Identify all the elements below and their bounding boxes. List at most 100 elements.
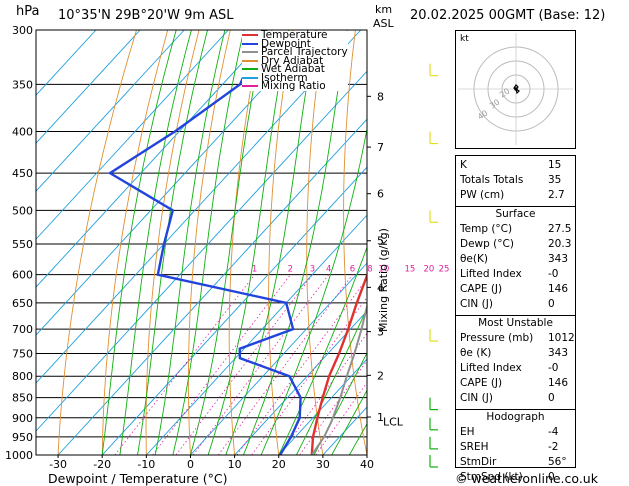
height-km-label: 3	[377, 326, 384, 339]
height-km-label: 1	[377, 411, 384, 424]
legend-swatch	[242, 76, 258, 79]
isotherm-line	[36, 30, 185, 192]
mixing-ratio-line	[299, 359, 367, 455]
x-tick-label: 20	[272, 458, 286, 471]
pressure-tick-label: 700	[12, 323, 33, 336]
pressure-tick-labels: 300 350 400 450 500 550 600 650 700 750 800 850 900 9…	[5, 24, 33, 462]
x-tick-label: -10	[137, 458, 155, 471]
x-tick-label: 30	[316, 458, 330, 471]
mixing-ratio-label: 6	[350, 265, 355, 275]
wet-adiabat-line	[207, 30, 290, 455]
hodograph-table-title: Hodograph	[456, 409, 575, 425]
dry-adiabat-grid	[57, 30, 367, 455]
surface-row-cin: CIN (J) 0	[460, 298, 555, 310]
wet-adiabat-line	[119, 30, 192, 455]
surface-row-thetae: θe(K) 343	[460, 253, 569, 265]
surface-row-temp: Temp (°C) 27.5	[460, 223, 572, 235]
height-km-label: 8	[377, 90, 384, 103]
wet-adiabat-line	[260, 126, 367, 455]
pressure-unit-label: hPa	[16, 4, 40, 19]
pressure-tick-label: 800	[12, 370, 33, 383]
legend-item: Dry Adiabat	[242, 55, 348, 66]
pressure-tick-label: 900	[12, 412, 33, 425]
isotherm-line	[36, 30, 141, 144]
dry-adiabat-line	[343, 30, 367, 455]
isotherm-line	[190, 262, 367, 455]
isotherm-line	[57, 118, 367, 455]
legend-swatch	[242, 59, 258, 62]
wet-adiabat-line	[331, 389, 367, 455]
mixing-ratio-labels: 1 2 3 4 6 8 10 15 20 25	[252, 265, 450, 275]
hodograph-trace	[513, 84, 520, 95]
mu-row-li: Lifted Index -0	[460, 362, 559, 374]
legend-swatch	[242, 68, 258, 70]
hodo-row-eh: EH -4	[460, 426, 559, 438]
x-tick-label: -20	[93, 458, 111, 471]
legend-label: Dewpoint	[261, 37, 311, 50]
temperature-line	[310, 271, 367, 455]
hodo-row-stmdir: StmDir 56°	[460, 456, 567, 468]
height-km-label: 4	[377, 281, 384, 294]
pressure-tick-label: 650	[12, 297, 33, 310]
profile-lines	[107, 30, 367, 455]
mu-row-thetae: θe (K) 343	[460, 347, 569, 359]
plot-frame	[35, 29, 368, 456]
wet-adiabat-line	[154, 30, 226, 455]
mixing-ratio-label: 15	[404, 265, 415, 275]
index-row-totals: Totals Totals 35	[460, 174, 562, 186]
mixing-ratio-label: 3	[310, 265, 315, 275]
dry-adiabat-line	[187, 30, 231, 455]
pressure-tick-label: 600	[12, 269, 33, 282]
legend-item: Mixing Ratio	[242, 80, 348, 92]
index-row-pw: PW (cm) 2.7	[460, 189, 565, 201]
isotherm-line	[36, 30, 229, 240]
mixing-ratio-label: 2	[288, 265, 293, 275]
x-tick-label: 0	[187, 458, 194, 471]
legend-item: Isotherm	[242, 71, 348, 84]
credit-label: © weatheronline.co.uk	[455, 471, 598, 486]
wet-adiabat-line	[225, 30, 317, 455]
dry-adiabat-line	[268, 30, 294, 455]
dry-adiabat-line	[145, 30, 200, 455]
x-tick-label: 10	[228, 458, 242, 471]
wet-adiabat-line	[190, 30, 266, 455]
datetime-label: 20.02.2025 00GMT (Base: 12)	[410, 8, 606, 23]
location-label: 10°35'N 29B°20'W 9m ASL	[58, 8, 234, 23]
stats-panel: K 15 Totals Totals 35 PW (cm) 2.7 Surface T…	[455, 155, 576, 483]
isotherm-line	[146, 214, 367, 455]
isotherm-line	[36, 30, 273, 288]
hodograph-panel: kt 20 30 40	[455, 30, 576, 149]
x-tick-label: 40	[360, 458, 374, 471]
mu-row-cin: CIN (J) 0	[460, 392, 555, 404]
surface-row-cape: CAPE (J) 146	[460, 283, 569, 295]
pressure-tick-label: 300	[12, 24, 33, 37]
wet-adiabat-line	[278, 245, 367, 455]
dry-adiabat-line	[306, 30, 325, 455]
wind-barbs	[429, 63, 438, 468]
x-axis-label: Dewpoint / Temperature (°C)	[48, 471, 228, 486]
pressure-tick-label: 750	[12, 347, 33, 360]
most-unstable-title: Most Unstable	[456, 315, 575, 331]
height-km-label: 5	[377, 235, 384, 248]
wet-adiabat-line	[137, 30, 208, 455]
mixing-ratio-line	[114, 274, 255, 455]
legend: Temperature Dewpoint Parcel Trajectory Dry …	[242, 29, 348, 92]
legend-label: Isotherm	[261, 71, 308, 84]
legend-item: Wet Adiabat	[242, 64, 348, 74]
legend-label: Mixing Ratio	[261, 80, 326, 92]
wet-adiabat-line	[313, 352, 367, 455]
mixing-ratio-line	[278, 332, 367, 455]
mixing-ratio-label: 25	[439, 265, 450, 275]
legend-swatch	[242, 51, 258, 53]
mixing-ratio-label: 1	[252, 265, 257, 275]
isotherm-line	[278, 358, 367, 455]
hodo-row-stmspd: StmSpd (kt) 0	[460, 471, 555, 483]
hodo-row-sreh: SREH -2	[460, 441, 559, 453]
height-km-label: 2	[377, 369, 384, 382]
pressure-tick-label: 950	[12, 431, 33, 444]
wet-adiabat-line	[242, 30, 348, 455]
mu-row-cape: CAPE (J) 146	[460, 377, 569, 389]
mixing-ratio-label: 8	[367, 265, 372, 275]
legend-label: Temperature	[261, 29, 328, 41]
